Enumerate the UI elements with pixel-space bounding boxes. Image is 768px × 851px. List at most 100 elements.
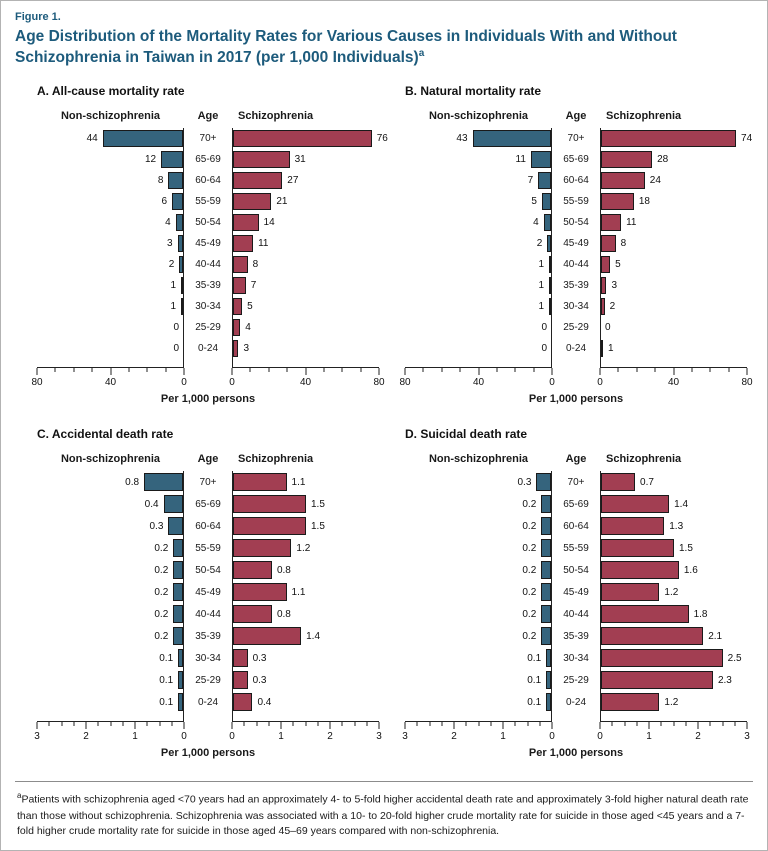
non-schizophrenia-value: 0.2: [154, 542, 169, 554]
age-label: 35-39: [195, 280, 221, 292]
age-label: 40-44: [563, 608, 589, 620]
axis-tick-label: 0: [181, 731, 187, 743]
axis-tick-label: 40: [472, 377, 485, 389]
schizophrenia-bar: [601, 583, 660, 602]
right-bar-cell: 1.8: [601, 603, 747, 625]
age-label: 35-39: [563, 630, 589, 642]
non-schizophrenia-bar: [175, 214, 183, 232]
axis-tick: [323, 368, 325, 373]
non-schizophrenia-value: 3: [166, 238, 173, 250]
age-column: 70+ 65-69 60-64 55-59 50-54 45-49 40-44 35-39 30…: [552, 128, 600, 367]
non-schizophrenia-bar: [178, 671, 183, 690]
panel-accidental-death: C. Accidental death rate Non-schizophren…: [34, 427, 382, 760]
left-bar-cell: 0.2: [37, 625, 183, 647]
non-schizophrenia-value: 0.1: [159, 674, 174, 686]
axis-tick: [36, 722, 38, 730]
non-schizophrenia-bar: [541, 605, 551, 624]
schizophrenia-value: 7: [250, 280, 257, 292]
axis-tick: [478, 368, 479, 376]
schizophrenia-value: 14: [263, 217, 275, 229]
age-label: 60-64: [195, 520, 221, 532]
left-bars-column: 0.3 0.2 0.2 0.2 0.2 0.2 0.2 0.2 0.1 0.1 0.1: [405, 471, 552, 722]
axis-tick: [734, 722, 736, 727]
axis-tick: [441, 722, 443, 727]
axis-tick: [366, 722, 368, 727]
right-bar-cell: 0.4: [233, 691, 379, 713]
axis-tick-label: 40: [104, 377, 117, 389]
schizophrenia-bar: [233, 130, 372, 148]
age-label: 65-69: [195, 498, 221, 510]
age-label: 65-69: [563, 498, 589, 510]
right-bar-cell: 14: [233, 212, 379, 233]
axis-tick: [527, 722, 528, 727]
x-axis-label: Per 1,000 persons: [160, 393, 256, 406]
axis-tick-label: 3: [744, 731, 750, 743]
right-bars-column: 76 31 27 21 14 11 8 7 5 4 3: [232, 128, 388, 368]
axis-row: 0 40 80 0 40 80: [31, 367, 385, 392]
axis-tick: [496, 368, 498, 373]
axis-tick-label: 2: [327, 731, 333, 743]
schizophrenia-bar: [233, 277, 246, 295]
age-label: 55-59: [195, 542, 221, 554]
non-schizophrenia-bar: [178, 693, 183, 712]
non-schizophrenia-bar: [541, 495, 551, 514]
age-column-header: Age: [565, 110, 587, 123]
age-label: 45-49: [195, 238, 221, 250]
schizophrenia-value: 28: [657, 154, 669, 166]
schizophrenia-bar: [601, 649, 723, 668]
right-bar-cell: 0.8: [233, 559, 379, 581]
charts-grid: A. All-cause mortality rate Non-schizoph…: [15, 84, 753, 759]
schizophrenia-column-header: Schizophrenia: [606, 110, 682, 123]
axis-tick: [97, 722, 99, 727]
axis-tick: [354, 722, 355, 727]
schizophrenia-bar: [233, 172, 283, 190]
left-bar-cell: 0: [37, 317, 183, 338]
age-label: 50-54: [563, 217, 589, 229]
panel-natural-mortality: B. Natural mortality rate Non-schizophre…: [399, 84, 752, 405]
schizophrenia-bar: [233, 235, 254, 253]
right-bars-column: 1.1 1.5 1.5 1.2 0.8 1.1 0.8 1.4 0.3 0.3 0.4: [232, 471, 379, 722]
non-schizophrenia-bar: [549, 256, 551, 274]
schizophrenia-bar: [233, 256, 248, 274]
non-schizophrenia-value: 0: [173, 343, 179, 355]
age-label: 25-29: [563, 674, 589, 686]
non-schizophrenia-value: 0.2: [522, 586, 537, 598]
right-bar-cell: 3: [233, 338, 379, 359]
right-bar-cell: 27: [233, 170, 379, 191]
schizophrenia-bar: [601, 340, 603, 358]
left-bar-cell: 44: [37, 128, 183, 149]
schizophrenia-bar: [233, 539, 292, 558]
schizophrenia-bar: [233, 671, 248, 690]
age-label: 30-34: [563, 301, 589, 313]
age-label: 70+: [199, 476, 217, 488]
right-bar-cell: 1.4: [601, 493, 747, 515]
axis-tick: [478, 722, 479, 727]
panel-title: B. Natural mortality rate: [405, 84, 542, 99]
right-bar-cell: 18: [601, 191, 747, 212]
left-bar-cell: 4: [405, 212, 551, 233]
axis-gap: [184, 367, 232, 392]
age-column: 70+ 65-69 60-64 55-59 50-54 45-49 40-44 35-39 30…: [552, 471, 600, 721]
x-axis-label: Per 1,000 persons: [160, 747, 256, 760]
schizophrenia-value: 5: [615, 259, 621, 271]
age-label: 25-29: [563, 322, 589, 334]
axis-tick: [691, 368, 693, 373]
non-schizophrenia-bar: [546, 671, 551, 690]
non-schizophrenia-value: 0.8: [125, 476, 140, 488]
right-bar-cell: 2.1: [601, 625, 747, 647]
left-bar-cell: 0.1: [37, 647, 183, 669]
axis-tick: [551, 368, 553, 376]
figure-label: Figure 1.: [15, 11, 61, 23]
non-schizophrenia-bar: [472, 130, 551, 148]
schizophrenia-value: 24: [649, 175, 661, 187]
right-bar-cell: 21: [233, 191, 379, 212]
axis-tick: [146, 368, 148, 373]
axis-tick: [85, 722, 87, 730]
axis-tick: [722, 722, 723, 727]
axis-tick-label: 2: [83, 731, 89, 743]
axis-tick: [378, 368, 380, 376]
panel-title: A. All-cause mortality rate: [37, 84, 185, 99]
age-label: 60-64: [563, 175, 589, 187]
age-label: 30-34: [563, 652, 589, 664]
left-bar-cell: 1: [405, 275, 551, 296]
